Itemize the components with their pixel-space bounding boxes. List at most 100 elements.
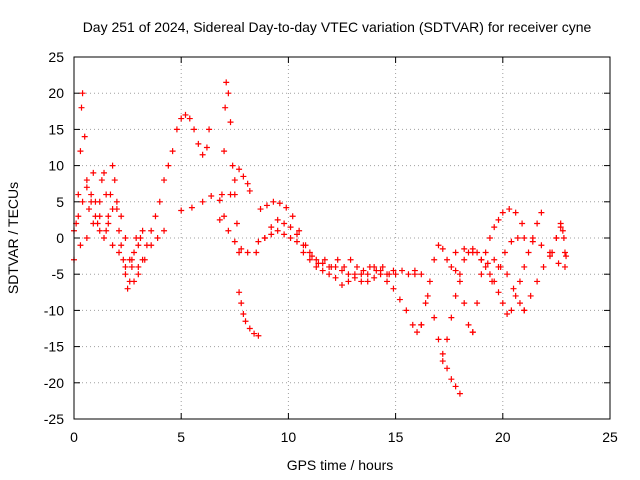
data-point xyxy=(561,263,568,270)
data-point xyxy=(426,278,433,285)
data-point xyxy=(452,292,459,299)
data-point xyxy=(384,278,391,285)
data-point xyxy=(154,235,161,241)
data-point xyxy=(300,242,307,249)
x-tick-label: 10 xyxy=(281,429,297,445)
x-tick-label: 15 xyxy=(388,429,404,445)
series-prn-d xyxy=(178,193,260,256)
data-point xyxy=(246,325,253,332)
series-prn-f xyxy=(227,166,253,198)
data-point xyxy=(444,256,451,263)
data-point xyxy=(124,285,131,292)
data-point xyxy=(257,206,264,213)
data-point xyxy=(306,256,313,263)
data-point xyxy=(431,256,438,263)
data-point xyxy=(546,253,553,260)
data-point xyxy=(504,311,511,318)
data-point xyxy=(165,162,172,169)
data-point xyxy=(422,300,429,307)
data-point xyxy=(186,115,193,122)
data-point xyxy=(83,184,90,191)
data-point xyxy=(390,285,397,292)
data-point xyxy=(326,271,333,278)
data-point xyxy=(326,263,333,270)
data-point xyxy=(263,202,270,209)
data-point xyxy=(199,198,206,205)
data-point xyxy=(122,271,129,278)
grid-lines xyxy=(74,57,610,419)
data-point xyxy=(101,169,108,176)
data-point xyxy=(491,256,498,263)
data-point xyxy=(83,177,90,184)
series-prn-e xyxy=(216,79,243,256)
data-point xyxy=(118,242,125,249)
data-point xyxy=(384,271,391,278)
data-point xyxy=(274,227,281,234)
data-point xyxy=(339,267,345,274)
y-tick-label: -15 xyxy=(44,339,64,355)
data-point xyxy=(216,216,223,223)
data-point xyxy=(358,271,365,278)
data-point xyxy=(139,227,146,234)
data-point xyxy=(313,263,320,270)
data-point xyxy=(199,151,206,158)
data-point xyxy=(521,263,528,270)
series-prn-q xyxy=(521,220,568,314)
data-point xyxy=(109,242,116,249)
data-point xyxy=(501,249,508,256)
data-point xyxy=(268,231,275,238)
data-point xyxy=(253,249,260,256)
data-point xyxy=(499,300,506,307)
data-point xyxy=(392,271,399,278)
data-point xyxy=(377,267,384,274)
series-prn-n xyxy=(469,206,526,336)
data-point xyxy=(504,271,511,278)
data-point xyxy=(208,193,215,200)
data-point xyxy=(107,191,114,198)
data-point xyxy=(514,235,521,241)
data-point xyxy=(529,238,536,245)
data-point xyxy=(141,256,148,263)
data-point xyxy=(424,292,431,299)
data-point xyxy=(244,180,251,187)
data-point xyxy=(486,271,493,278)
data-point xyxy=(405,271,412,278)
data-point xyxy=(77,148,84,155)
data-point xyxy=(313,256,320,263)
data-point xyxy=(499,209,506,216)
data-point xyxy=(261,235,268,241)
x-tick-label: 0 xyxy=(70,429,78,445)
data-point xyxy=(491,224,498,231)
series-prn-a xyxy=(71,90,146,292)
y-tick-label: 10 xyxy=(48,158,64,174)
data-point xyxy=(345,278,352,285)
y-axis-label: SDTVAR / TECUs xyxy=(5,182,21,294)
data-point xyxy=(98,177,105,184)
data-point xyxy=(122,235,129,241)
data-point xyxy=(135,271,142,278)
y-tick-label: 0 xyxy=(56,230,64,246)
data-point xyxy=(227,191,234,198)
data-point xyxy=(418,321,425,328)
data-point xyxy=(128,256,135,263)
data-point xyxy=(516,278,523,285)
data-point xyxy=(439,358,446,365)
data-point xyxy=(182,111,189,118)
data-point xyxy=(339,282,345,289)
data-point xyxy=(109,162,116,169)
data-point xyxy=(525,249,532,256)
data-point xyxy=(79,90,86,97)
data-point xyxy=(308,253,315,260)
data-point xyxy=(236,289,243,296)
plot-frame xyxy=(73,56,611,420)
data-point xyxy=(169,148,176,155)
series-prn-p xyxy=(489,235,568,285)
axis-ticks: 0 5 10 15 20 25 -25 -20 -15 -10 -5 0 5 10 15 20 25 xyxy=(44,49,618,445)
data-point xyxy=(287,224,294,231)
data-point xyxy=(396,296,403,303)
data-point xyxy=(231,238,238,245)
series-prn-h xyxy=(257,198,418,278)
data-point xyxy=(111,177,118,184)
data-point xyxy=(221,213,228,220)
data-point xyxy=(296,227,303,234)
